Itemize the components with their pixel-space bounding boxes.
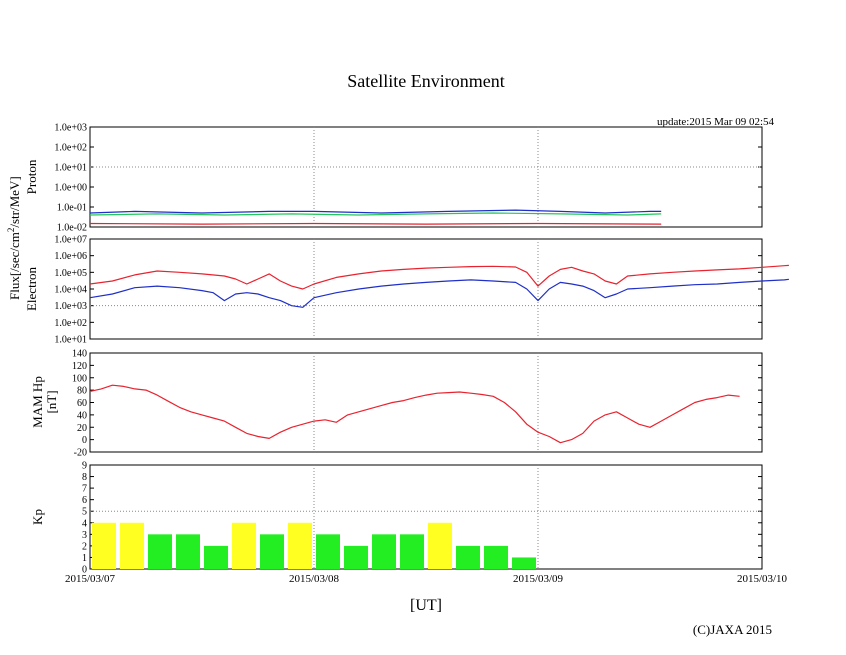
y-tick-label: 1.0e+01 — [54, 163, 87, 174]
y-axis-label-mam-hp: MAM Hp — [30, 376, 45, 428]
x-tick-label: 2015/03/07 — [65, 573, 116, 585]
y-tick-label: 9 — [82, 461, 87, 472]
y-tick-label: 1.0e+02 — [54, 143, 87, 154]
y-tick-label: 1.0e-02 — [57, 223, 87, 234]
kp-bar — [484, 545, 508, 569]
y-tick-label: 120 — [72, 361, 87, 372]
panel-frame — [89, 464, 763, 570]
x-tick-label: 2015/03/10 — [737, 573, 788, 585]
series-line-electron-blue — [89, 278, 789, 308]
y-tick-label: 80 — [77, 386, 87, 397]
y-tick-label: 100 — [72, 373, 87, 384]
y-axis-label-kp: Kp — [30, 509, 45, 525]
y-tick-label: 0 — [82, 565, 87, 576]
y-tick-label: 2 — [82, 541, 87, 552]
kp-bar — [428, 522, 452, 569]
y-tick-label: 60 — [77, 398, 87, 409]
chart-title: Satellite Environment — [347, 71, 504, 91]
kp-bar — [344, 545, 368, 569]
y-tick-label: 3 — [82, 530, 87, 541]
kp-bar — [512, 557, 536, 569]
kp-bar — [176, 534, 200, 569]
panel-frame — [89, 126, 763, 228]
y-tick-label: 40 — [77, 410, 87, 421]
y-tick-label: 1 — [82, 553, 87, 564]
y-tick-label: 1.0e+03 — [54, 301, 87, 312]
series-line-proton-blue — [89, 209, 662, 214]
kp-bar — [288, 522, 312, 569]
flux-label-tail: /str/MeV] — [7, 176, 22, 227]
y-tick-label: -20 — [74, 448, 87, 459]
flux-label-main: Flux[/sec/cm — [7, 232, 22, 300]
series-line-proton-green — [89, 212, 662, 216]
panel-proton: 1.0e-02 1.0e-01 1.0e+00 1.0e+01 1.0e+02 1.0e+… — [24, 123, 763, 234]
panel-electron: 1.0e+01 1.0e+02 1.0e+03 1.0e+04 1.0e+05 1.0e+… — [24, 235, 789, 346]
kp-bar — [204, 545, 228, 569]
x-tick-label: 2015/03/09 — [513, 573, 564, 585]
y-tick-label: 1.0e+07 — [54, 235, 87, 246]
kp-bar — [92, 522, 116, 569]
kp-bar — [148, 534, 172, 569]
update-timestamp: update:2015 Mar 09 02:54 — [657, 116, 775, 128]
y-axis-label-proton: Proton — [24, 159, 39, 194]
y-tick-label: 1.0e+06 — [54, 251, 87, 262]
kp-bar — [372, 534, 396, 569]
series-line-electron-red — [89, 264, 789, 290]
y-tick-label: 1.0e+02 — [54, 318, 87, 329]
y-tick-label: 5 — [82, 507, 87, 518]
x-tick-label: 2015/03/08 — [289, 573, 340, 585]
y-axis-label-electron: Electron — [24, 266, 39, 311]
y-tick-label: 1.0e+04 — [54, 285, 87, 296]
y-tick-label: 1.0e+05 — [54, 268, 87, 279]
kp-bar — [120, 522, 144, 569]
y-tick-label: 1.0e-01 — [57, 203, 87, 214]
kp-bar — [232, 522, 256, 569]
y-tick-label: 7 — [82, 484, 87, 495]
series-line-hp-red — [89, 384, 740, 444]
kp-bar — [260, 534, 284, 569]
series-line-proton-red — [89, 222, 662, 225]
panel-frame — [89, 352, 763, 453]
kp-bar — [400, 534, 424, 569]
kp-bar — [316, 534, 340, 569]
flux-label-superscript: 2 — [6, 228, 16, 233]
x-axis-label: [UT] — [410, 597, 442, 614]
copyright-text: (C)JAXA 2015 — [693, 622, 772, 637]
kp-bar — [456, 545, 480, 569]
y-tick-label: 0 — [82, 435, 87, 446]
y-tick-label: 4 — [82, 518, 87, 529]
y-tick-label: 8 — [82, 472, 87, 483]
y-tick-label: 1.0e+01 — [54, 335, 87, 346]
y-tick-label: 1.0e+00 — [54, 183, 87, 194]
flux-axis-label: Flux[/sec/cm2/str/MeV] — [6, 176, 22, 300]
y-tick-label: 6 — [82, 495, 87, 506]
y-tick-label: 1.0e+03 — [54, 123, 87, 134]
y-tick-label: 20 — [77, 423, 87, 434]
y-tick-label: 140 — [72, 349, 87, 360]
y-axis-label-unit: [nT] — [44, 390, 59, 413]
